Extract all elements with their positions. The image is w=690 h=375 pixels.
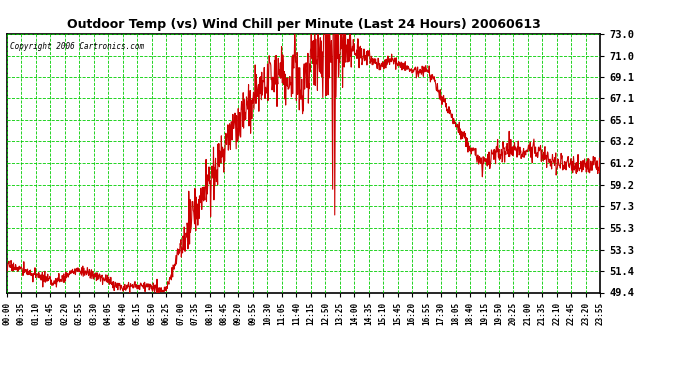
Text: Copyright 2006 Cartronics.com: Copyright 2006 Cartronics.com bbox=[10, 42, 144, 51]
Title: Outdoor Temp (vs) Wind Chill per Minute (Last 24 Hours) 20060613: Outdoor Temp (vs) Wind Chill per Minute … bbox=[67, 18, 540, 31]
